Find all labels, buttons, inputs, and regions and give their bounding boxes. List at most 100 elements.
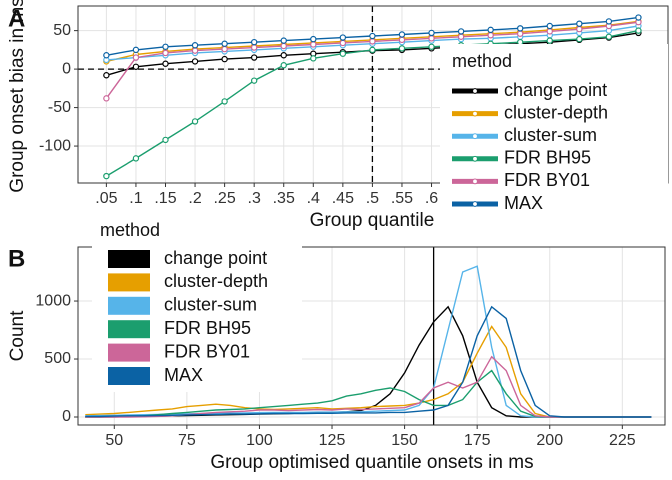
x-tick-label: .25 bbox=[213, 190, 235, 207]
x-tick-label: .6 bbox=[425, 190, 438, 207]
point bbox=[310, 35, 317, 43]
legend-label: cluster-sum bbox=[164, 295, 257, 315]
legend-title: method bbox=[100, 220, 160, 240]
point bbox=[517, 25, 524, 32]
point bbox=[428, 35, 435, 42]
x-tick-label: .05 bbox=[95, 190, 117, 207]
point bbox=[339, 39, 347, 47]
point bbox=[635, 14, 642, 21]
legend-key-dot bbox=[472, 110, 478, 117]
point bbox=[132, 46, 140, 54]
x-tick-label: .3 bbox=[248, 190, 261, 207]
point bbox=[280, 62, 287, 69]
point bbox=[487, 32, 494, 39]
legend-key-dot bbox=[472, 155, 478, 162]
x-tick-label: .45 bbox=[332, 190, 354, 207]
point bbox=[132, 54, 140, 61]
legend-label: FDR BH95 bbox=[164, 318, 251, 338]
series-group bbox=[85, 265, 652, 418]
point bbox=[162, 49, 169, 57]
point bbox=[398, 45, 406, 52]
legend-key bbox=[108, 296, 150, 315]
panel-label: B bbox=[8, 245, 25, 272]
x-tick-label: 75 bbox=[178, 432, 196, 449]
point bbox=[605, 18, 613, 25]
point bbox=[576, 35, 583, 43]
legend-label: cluster-depth bbox=[504, 102, 608, 122]
point bbox=[369, 46, 376, 54]
point bbox=[369, 38, 376, 45]
point bbox=[546, 37, 553, 44]
y-tick-label: 500 bbox=[44, 350, 71, 367]
point bbox=[576, 25, 583, 33]
legend-background bbox=[440, 44, 668, 220]
legend-key-dot bbox=[472, 88, 478, 94]
legend-label: cluster-sum bbox=[504, 125, 597, 145]
y-tick-label: -100 bbox=[39, 137, 71, 154]
y-tick-label: 1000 bbox=[35, 292, 71, 309]
legend-label: FDR BH95 bbox=[504, 148, 591, 168]
point bbox=[280, 52, 287, 59]
x-axis-title: Group optimised quantile onsets in ms bbox=[210, 452, 533, 473]
x-tick-label: 150 bbox=[391, 432, 418, 449]
point bbox=[635, 27, 642, 34]
panel-label: A bbox=[8, 5, 25, 32]
point bbox=[132, 155, 140, 162]
point bbox=[457, 28, 465, 35]
x-axis-title: Group quantile bbox=[310, 210, 435, 231]
point bbox=[310, 55, 317, 62]
point bbox=[191, 42, 199, 49]
point bbox=[221, 98, 228, 105]
point bbox=[605, 33, 613, 40]
x-tick-label: 50 bbox=[105, 432, 123, 449]
point bbox=[103, 172, 110, 180]
legend-key-dot bbox=[472, 178, 478, 185]
x-tick-label: .2 bbox=[188, 190, 201, 207]
point bbox=[250, 38, 258, 46]
point bbox=[280, 42, 287, 50]
x-tick-label: .1 bbox=[129, 190, 142, 207]
point bbox=[221, 40, 228, 47]
legend-label: MAX bbox=[164, 365, 203, 385]
point bbox=[162, 43, 169, 50]
point bbox=[339, 34, 347, 41]
point bbox=[546, 22, 553, 30]
point bbox=[162, 60, 169, 67]
legend-title: method bbox=[452, 51, 512, 71]
point bbox=[103, 95, 110, 102]
x-tick-label: .35 bbox=[273, 190, 295, 207]
series-group bbox=[103, 14, 642, 180]
legend-key bbox=[108, 343, 150, 362]
legend-label: FDR BY01 bbox=[504, 170, 590, 190]
point bbox=[428, 29, 435, 37]
y-tick-label: 0 bbox=[62, 408, 71, 425]
point bbox=[162, 136, 169, 144]
legend-key bbox=[108, 320, 150, 339]
point bbox=[398, 36, 406, 44]
point bbox=[191, 118, 199, 125]
point bbox=[221, 55, 228, 63]
point bbox=[310, 41, 317, 48]
point bbox=[517, 30, 524, 37]
x-tick-label: .15 bbox=[154, 190, 176, 207]
legend-label: change point bbox=[504, 80, 607, 100]
point bbox=[546, 28, 553, 35]
legend-key-dot bbox=[472, 201, 478, 207]
point bbox=[250, 44, 258, 51]
y-axis-title: Group onset bias in ms bbox=[7, 0, 28, 193]
point bbox=[103, 72, 110, 79]
x-tick-label: 225 bbox=[609, 432, 636, 449]
legend-label: cluster-depth bbox=[164, 271, 268, 291]
point bbox=[457, 33, 465, 40]
point bbox=[250, 77, 258, 84]
legend-key-dot bbox=[472, 133, 478, 140]
point bbox=[221, 45, 228, 53]
y-tick-label: 50 bbox=[53, 22, 71, 39]
y-tick-label: -50 bbox=[48, 99, 71, 116]
point bbox=[428, 43, 435, 50]
series-line bbox=[85, 305, 652, 418]
x-tick-label: .4 bbox=[307, 190, 320, 207]
x-tick-label: .55 bbox=[391, 190, 413, 207]
